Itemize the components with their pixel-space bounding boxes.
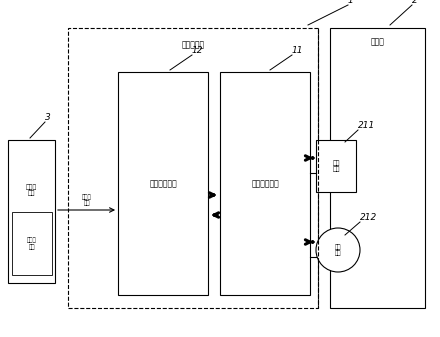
Text: 1: 1: [348, 0, 354, 5]
Bar: [12, 212, 52, 275]
Text: 3: 3: [45, 113, 51, 122]
Bar: [68, 28, 318, 308]
Text: 探头检
测器: 探头检 测器: [82, 194, 92, 206]
Bar: [330, 28, 425, 308]
Bar: [118, 72, 208, 295]
Text: 示波器探头: 示波器探头: [181, 40, 205, 50]
Text: 12: 12: [192, 46, 203, 55]
Bar: [8, 140, 55, 283]
Text: 探头接口电路: 探头接口电路: [251, 179, 279, 188]
Text: 11: 11: [292, 46, 304, 55]
Text: 探头检
测器: 探头检 测器: [27, 238, 37, 250]
Text: 通信
接口: 通信 接口: [332, 160, 340, 172]
Bar: [316, 140, 356, 192]
Text: 2: 2: [412, 0, 418, 5]
Text: 探头适配电路: 探头适配电路: [149, 179, 177, 188]
Bar: [220, 72, 310, 295]
Text: 212: 212: [360, 213, 377, 222]
Text: 待检测
电路: 待检测 电路: [26, 184, 37, 196]
Text: 示波器: 示波器: [370, 37, 385, 47]
Text: 211: 211: [358, 121, 375, 130]
Circle shape: [316, 228, 360, 272]
Text: 信号
接口: 信号 接口: [335, 244, 341, 256]
